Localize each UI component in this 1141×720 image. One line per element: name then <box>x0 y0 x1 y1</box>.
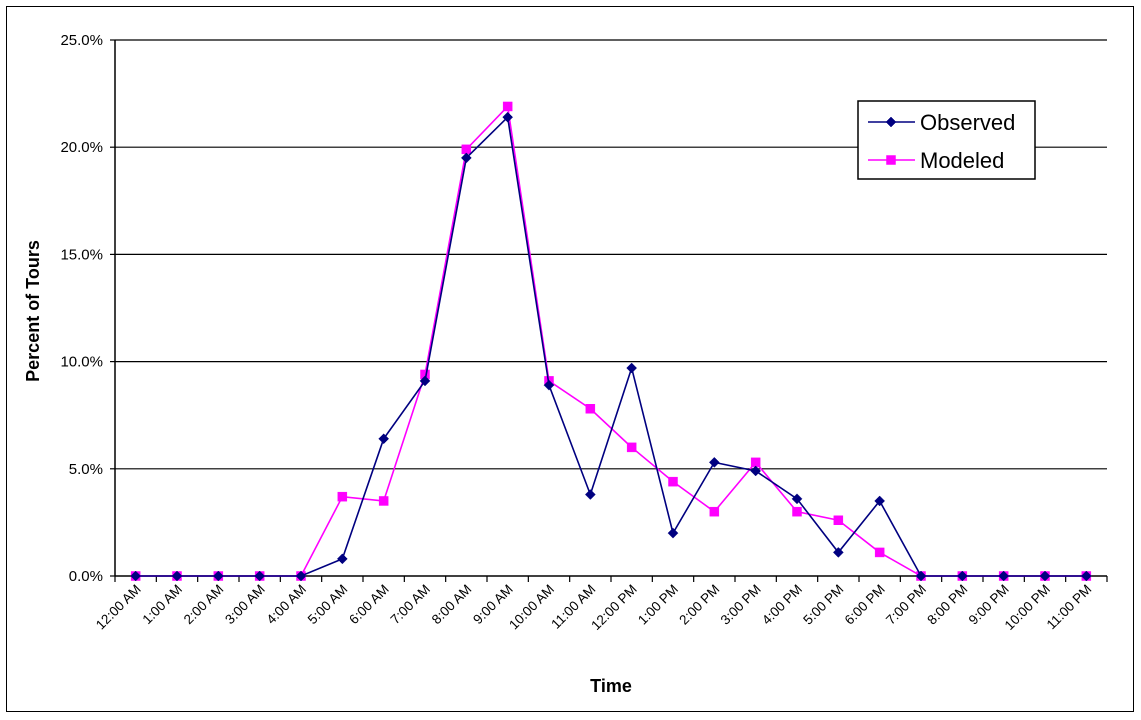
y-axis-title: Percent of Tours <box>23 240 43 382</box>
x-tick-label: 12:00 PM <box>588 582 639 633</box>
x-tick-label: 2:00 AM <box>181 582 227 628</box>
data-point-observed <box>212 570 224 582</box>
data-point-observed <box>419 375 431 387</box>
data-point-modeled <box>626 442 637 453</box>
y-tick-label: 25.0% <box>60 32 103 49</box>
x-tick-label: 4:00 PM <box>759 582 805 628</box>
data-point-observed <box>460 152 472 164</box>
data-point-observed <box>956 570 968 582</box>
data-point-observed <box>543 379 555 391</box>
data-point-observed <box>584 489 596 500</box>
legend-item-observed: Observed <box>868 110 1015 135</box>
data-point-observed <box>832 547 844 558</box>
legend-box <box>857 100 1036 180</box>
legend: Observed Modeled <box>857 100 1036 180</box>
data-point-observed <box>626 362 638 374</box>
data-point-observed <box>1039 570 1051 582</box>
data-point-observed <box>915 570 927 582</box>
data-point-modeled <box>461 144 472 155</box>
x-tick-label: 8:00 AM <box>429 582 475 628</box>
data-point-observed <box>874 495 886 507</box>
data-point-observed <box>295 570 307 582</box>
x-tick-label: 8:00 PM <box>924 582 970 628</box>
data-point-observed <box>130 570 142 582</box>
x-tick-labels: 12:00 AM1:00 AM2:00 AM3:00 AM4:00 AM5:00… <box>93 582 1095 633</box>
data-point-observed <box>998 570 1010 582</box>
data-point-modeled <box>792 506 802 517</box>
y-tick-label: 10.0% <box>60 354 103 371</box>
y-tick-label: 20.0% <box>60 139 103 156</box>
y-tick-labels: 0.0% 5.0% 10.0% 15.0% 20.0% 25.0% <box>60 32 103 585</box>
data-point-modeled <box>585 404 596 414</box>
grid-lines <box>115 39 1107 470</box>
data-point-observed <box>502 111 514 123</box>
data-point-modeled <box>709 506 720 517</box>
x-tick-label: 2:00 PM <box>676 582 722 628</box>
data-point-modeled <box>502 101 513 112</box>
data-point-observed <box>791 493 803 505</box>
legend-item-modeled: Modeled <box>868 148 1004 173</box>
data-point-observed <box>1080 570 1092 582</box>
x-tick-label: 3:00 PM <box>718 582 764 628</box>
data-point-modeled <box>833 515 844 526</box>
x-tick-label: 5:00 PM <box>800 582 846 628</box>
data-point-modeled <box>874 547 885 558</box>
x-tick-label: 1:00 AM <box>139 582 185 628</box>
series <box>130 101 1092 582</box>
data-point-observed <box>667 527 679 539</box>
x-axis-title: Time <box>590 676 632 696</box>
x-tick-label: 10:00 PM <box>1002 582 1053 633</box>
legend-label: Observed <box>920 110 1015 135</box>
x-tick-label: 1:00 PM <box>635 582 681 628</box>
data-point-observed <box>336 553 348 565</box>
x-tick-label: 6:00 AM <box>346 582 392 628</box>
y-tick-label: 5.0% <box>69 461 103 478</box>
series-line-observed <box>135 115 1087 577</box>
legend-label: Modeled <box>920 148 1004 173</box>
x-tick-label: 11:00 PM <box>1044 582 1095 633</box>
y-tick-label: 0.0% <box>69 568 103 585</box>
y-tick-label: 15.0% <box>60 246 103 263</box>
data-point-observed <box>378 433 390 445</box>
data-point-observed <box>750 465 762 477</box>
x-tick-label: 12:00 AM <box>93 582 144 633</box>
x-tick-label: 4:00 AM <box>263 582 309 628</box>
x-tick-label: 5:00 AM <box>305 582 351 628</box>
data-point-observed <box>708 457 720 468</box>
legend-marker <box>886 155 896 165</box>
x-tick-label: 10:00 AM <box>506 582 557 633</box>
x-tick-label: 7:00 AM <box>387 582 433 628</box>
x-tick-label: 6:00 PM <box>842 582 888 628</box>
x-tick-label: 3:00 AM <box>222 582 268 628</box>
data-point-modeled <box>668 476 678 487</box>
data-point-observed <box>254 570 266 582</box>
data-point-observed <box>171 570 183 582</box>
legend-marker <box>885 116 897 128</box>
data-point-modeled <box>337 491 348 502</box>
series-observed <box>130 111 1092 582</box>
data-point-modeled <box>750 457 761 468</box>
data-point-modeled <box>378 496 389 506</box>
x-tick-label: 7:00 PM <box>883 582 929 628</box>
